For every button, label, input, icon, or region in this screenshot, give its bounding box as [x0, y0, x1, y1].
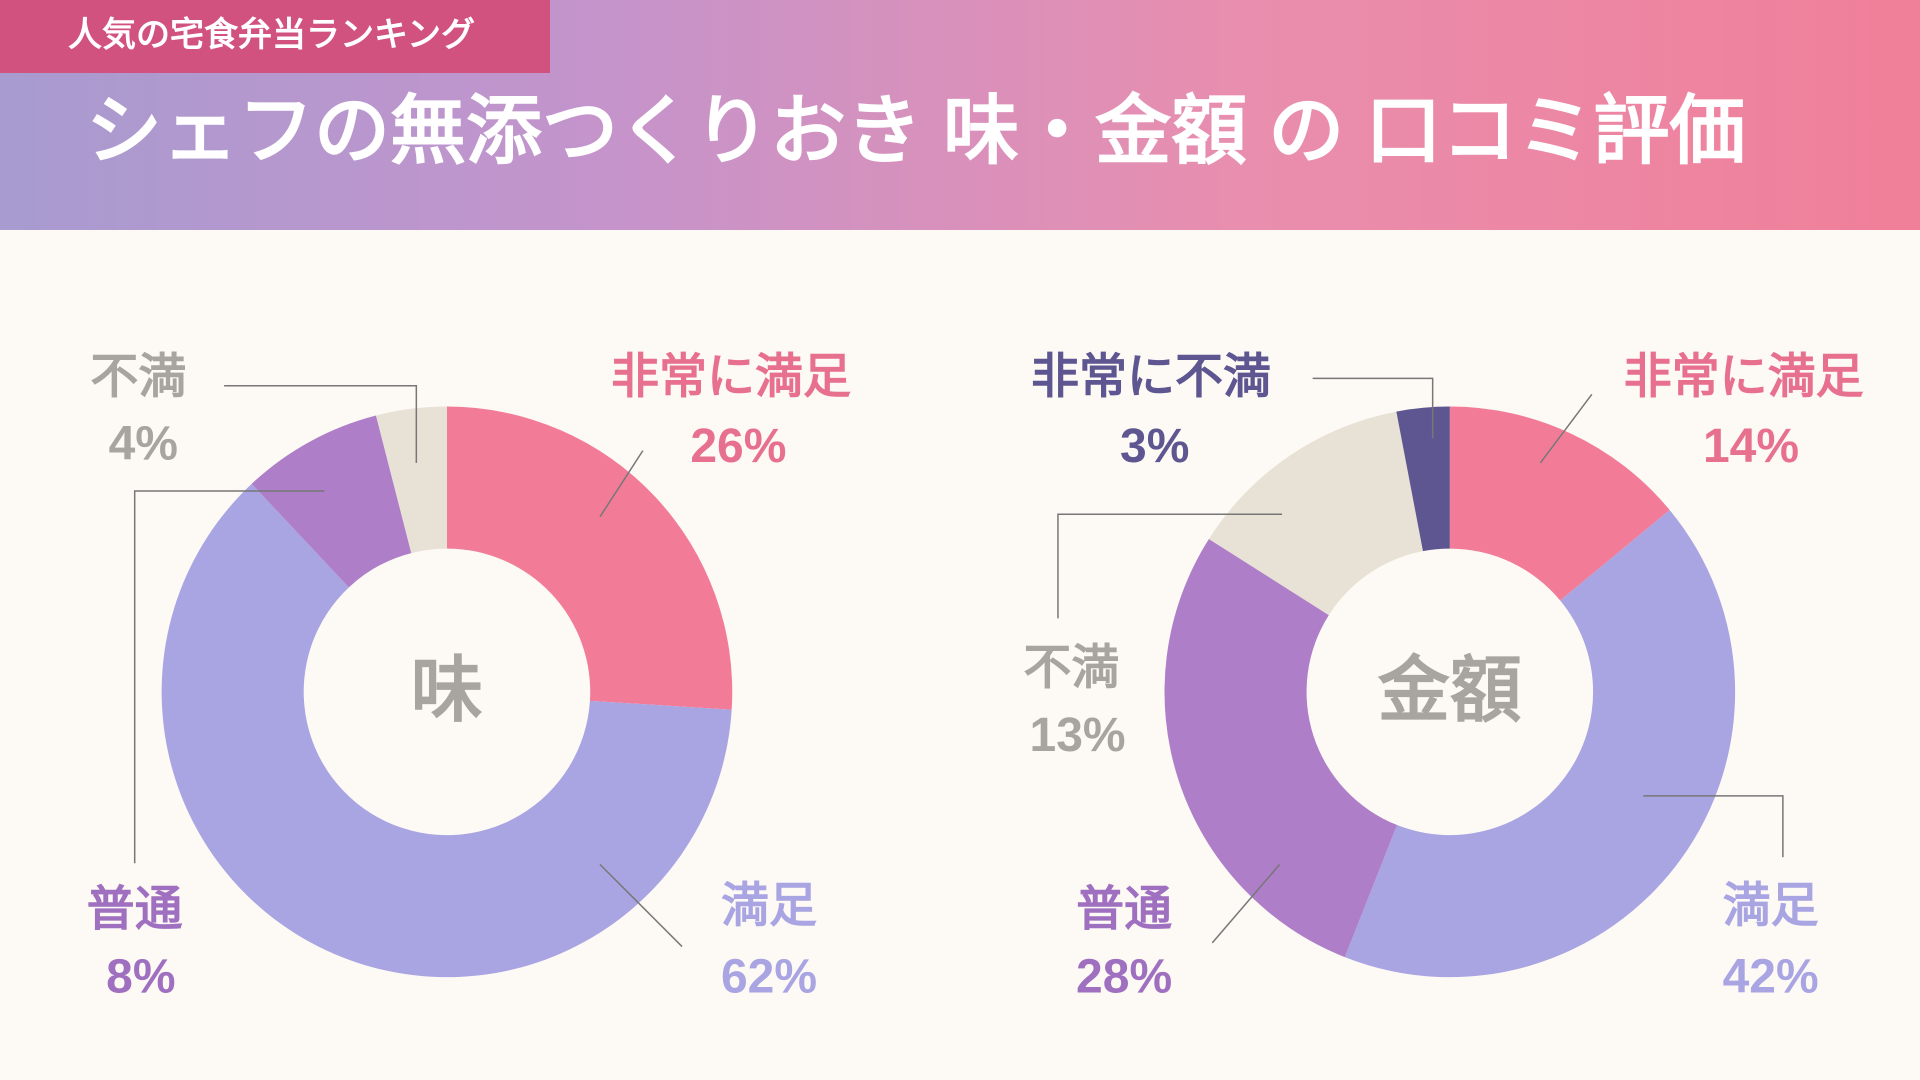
- slice-category: 不満: [1023, 642, 1119, 695]
- leader-line: [1539, 393, 1593, 464]
- donut-slice: [375, 406, 447, 554]
- slice-value-label: 8%: [106, 950, 175, 1003]
- donut-slice: [161, 483, 732, 978]
- slice-value-label: 14%: [1703, 420, 1799, 473]
- donut-slice: [1396, 406, 1450, 552]
- slice-category: 非常に不満: [1031, 350, 1271, 403]
- center-label: 味: [411, 651, 483, 731]
- main-title: シェフの無添つくりおき 味・金額 の 口コミ評価: [86, 89, 1745, 174]
- slice-category: 満足: [721, 879, 817, 932]
- slice-category: 不満: [90, 350, 186, 403]
- leader-line: [599, 450, 644, 518]
- leader-line: [1211, 864, 1281, 944]
- donut-slice: [1449, 406, 1670, 601]
- donut-slice: [1344, 509, 1736, 978]
- donut-slice: [1164, 538, 1398, 958]
- leader-line: [224, 384, 418, 463]
- tag-box: [0, 0, 550, 73]
- leader-line: [599, 863, 683, 948]
- leader-line: [1057, 513, 1283, 619]
- donut-slice: [446, 406, 733, 710]
- donut-slice: [251, 415, 412, 588]
- leader-line: [1312, 377, 1434, 439]
- slice-category: 満足: [1723, 879, 1819, 932]
- slice-category: 非常に満足: [611, 350, 851, 403]
- slice-value-label: 3%: [1120, 420, 1189, 473]
- tag-text: 人気の宅食弁当ランキング: [68, 15, 475, 54]
- slice-category: 普通: [87, 883, 183, 936]
- leader-line: [133, 490, 325, 864]
- donut-slice: [1208, 411, 1423, 616]
- leader-line: [1643, 795, 1784, 858]
- slice-value-label: 28%: [1076, 950, 1172, 1003]
- slice-category: 非常に満足: [1624, 350, 1864, 403]
- slice-value-label: 42%: [1723, 950, 1819, 1003]
- slice-value-label: 4%: [109, 418, 178, 471]
- slice-value-label: 62%: [721, 950, 817, 1003]
- slice-value-label: 13%: [1030, 709, 1126, 762]
- center-label: 金額: [1377, 651, 1522, 731]
- slice-value-label: 26%: [690, 420, 786, 473]
- slice-category: 普通: [1076, 883, 1172, 936]
